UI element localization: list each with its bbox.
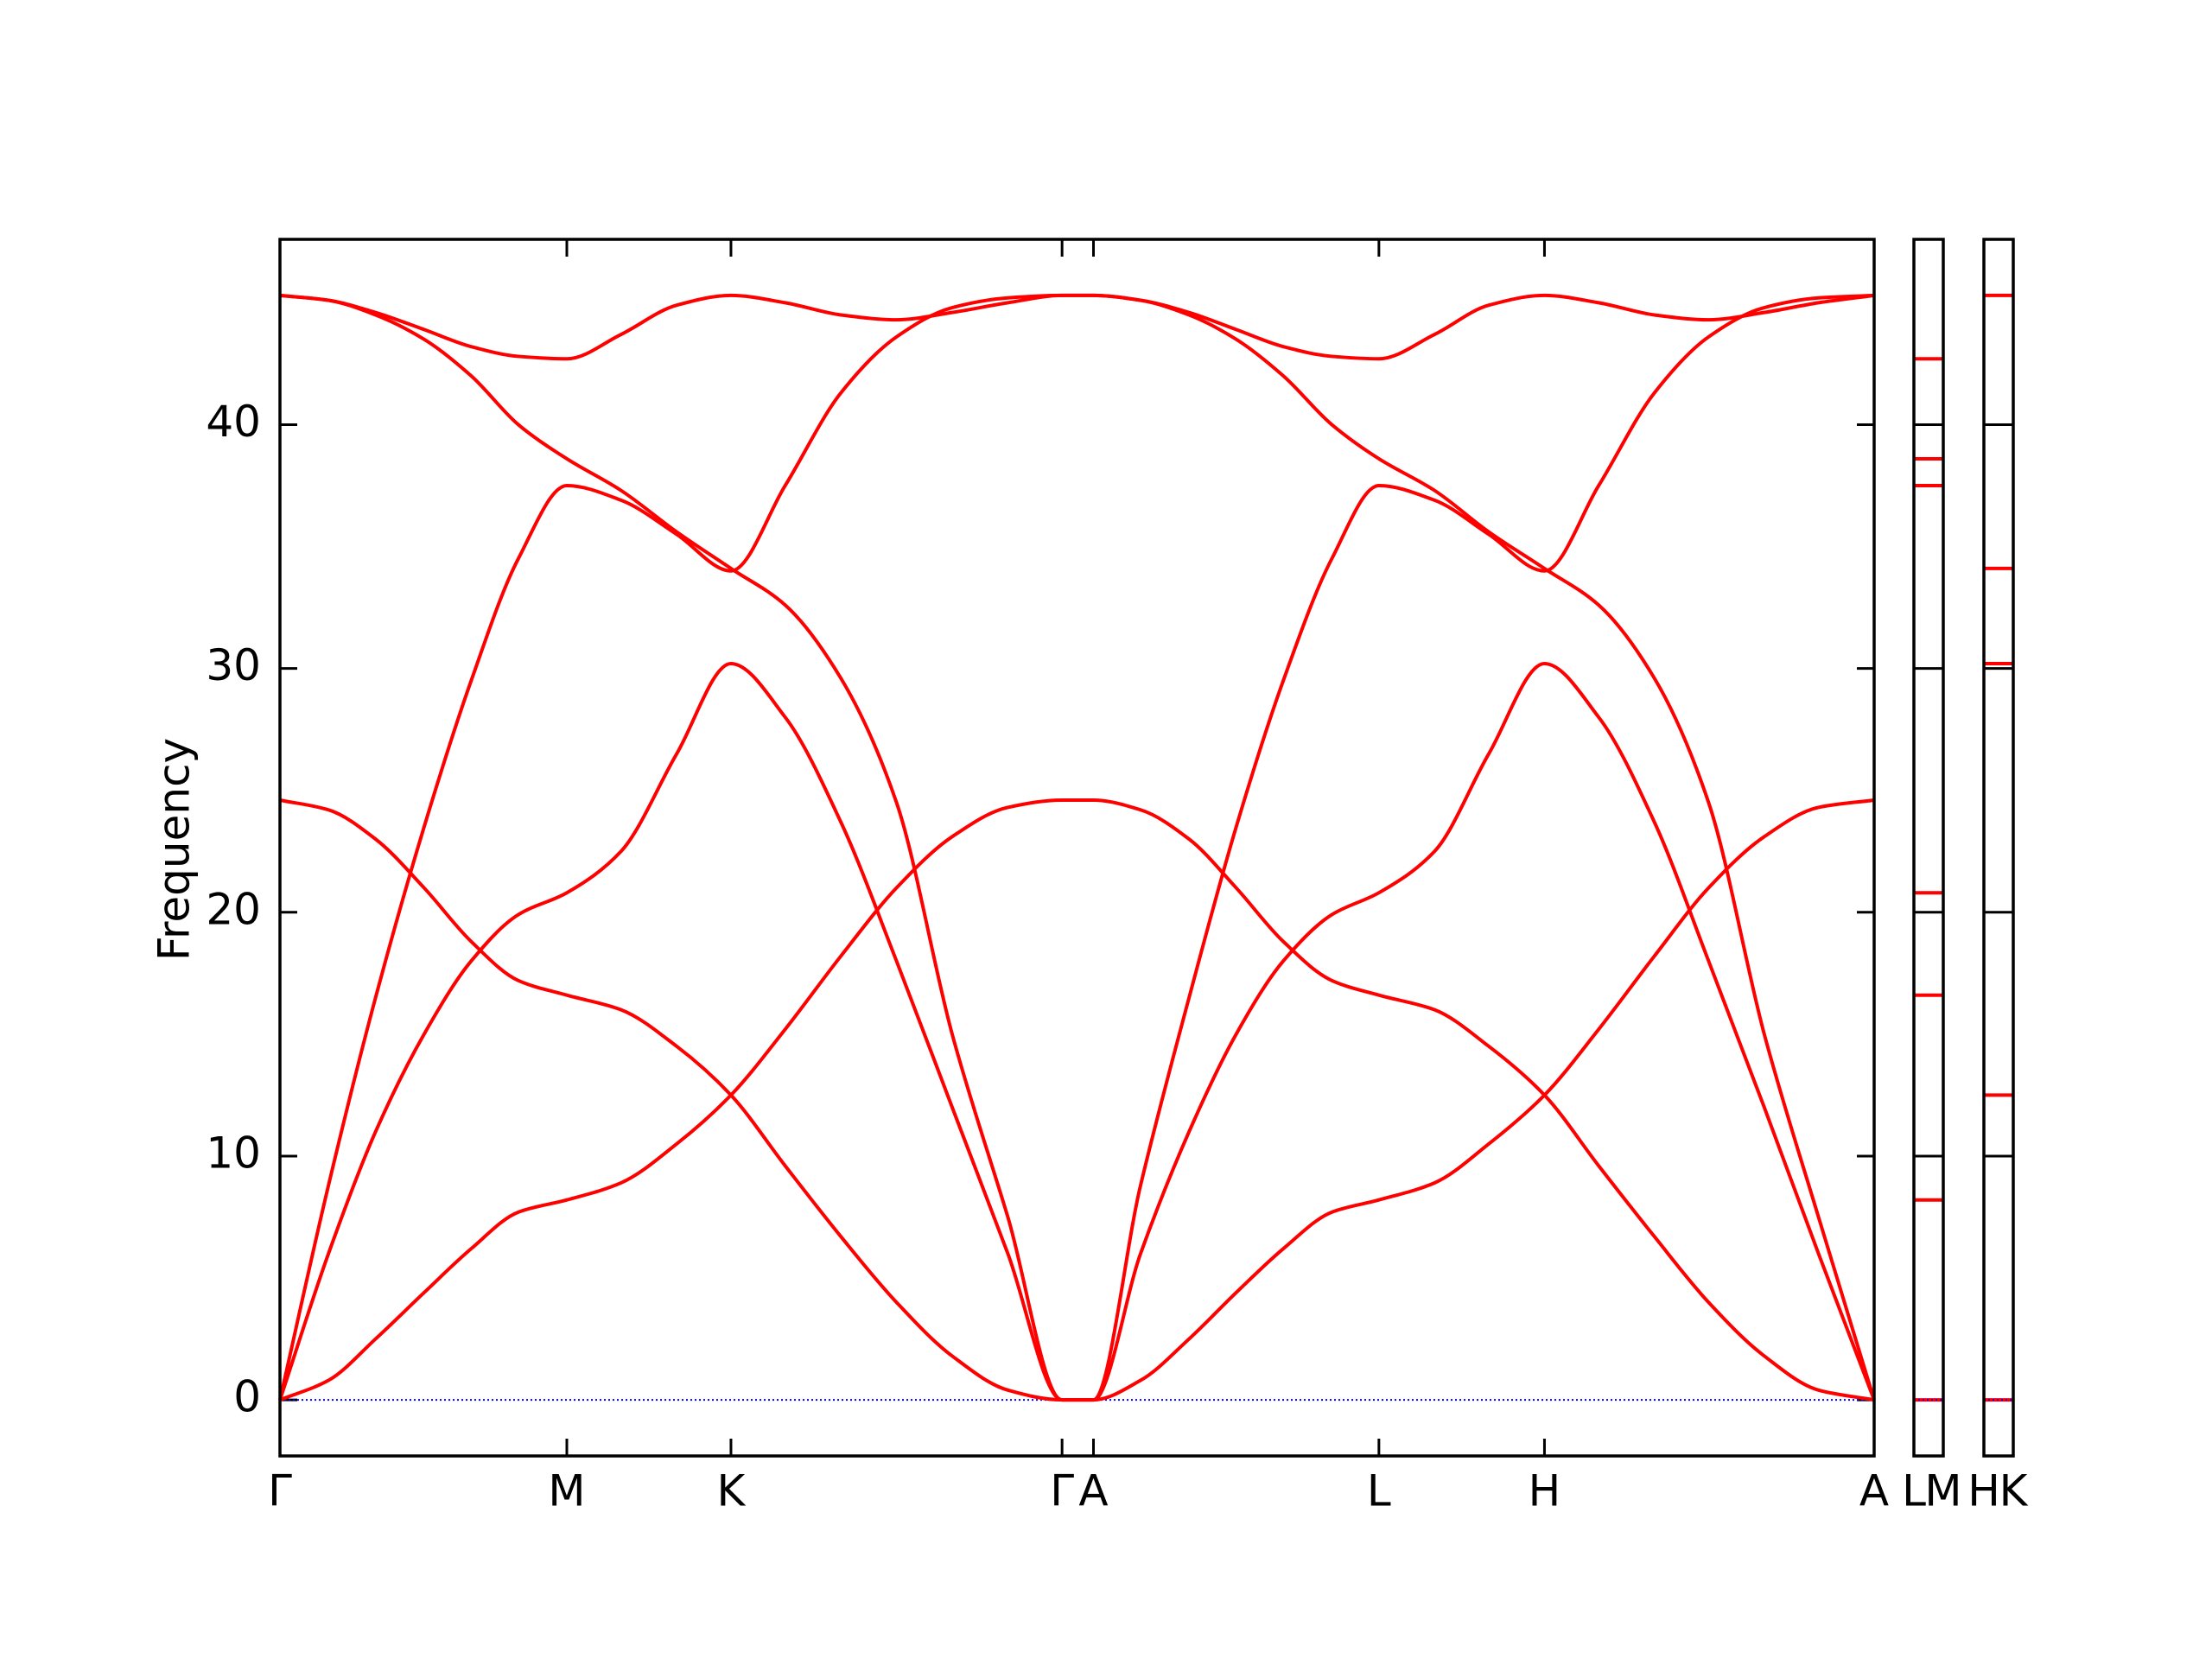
y-tick-label: 10 xyxy=(206,1128,261,1178)
plot-frame xyxy=(278,238,1876,1458)
plot-frame xyxy=(1982,238,2015,1458)
x-tick-label: L xyxy=(1367,1466,1391,1516)
band-line xyxy=(278,293,1875,1401)
x-tick-label: Γ xyxy=(268,1466,292,1516)
band-line xyxy=(279,798,1875,1402)
x-tick-label: H xyxy=(1529,1466,1561,1516)
band-line xyxy=(279,293,1875,1402)
band-line xyxy=(279,293,1876,1401)
x-tick-label: H xyxy=(1967,1466,2000,1516)
plot-frame xyxy=(1912,238,1945,1458)
y-tick-label: 30 xyxy=(206,640,261,690)
y-axis-label: Frequency xyxy=(149,738,200,961)
x-tick-label: K xyxy=(717,1466,747,1516)
x-tick-label: M xyxy=(548,1466,585,1516)
x-tick-label: Γ xyxy=(1050,1466,1074,1516)
y-tick-label: 40 xyxy=(206,397,261,447)
y-tick-label: 20 xyxy=(206,884,261,934)
x-tick-label: L xyxy=(1902,1466,1926,1516)
x-tick-label: K xyxy=(1999,1466,2029,1516)
x-tick-label: A xyxy=(1859,1466,1889,1516)
x-tick-label: M xyxy=(1924,1466,1961,1516)
y-tick-label: 0 xyxy=(233,1372,261,1422)
x-tick-label: A xyxy=(1078,1466,1108,1516)
